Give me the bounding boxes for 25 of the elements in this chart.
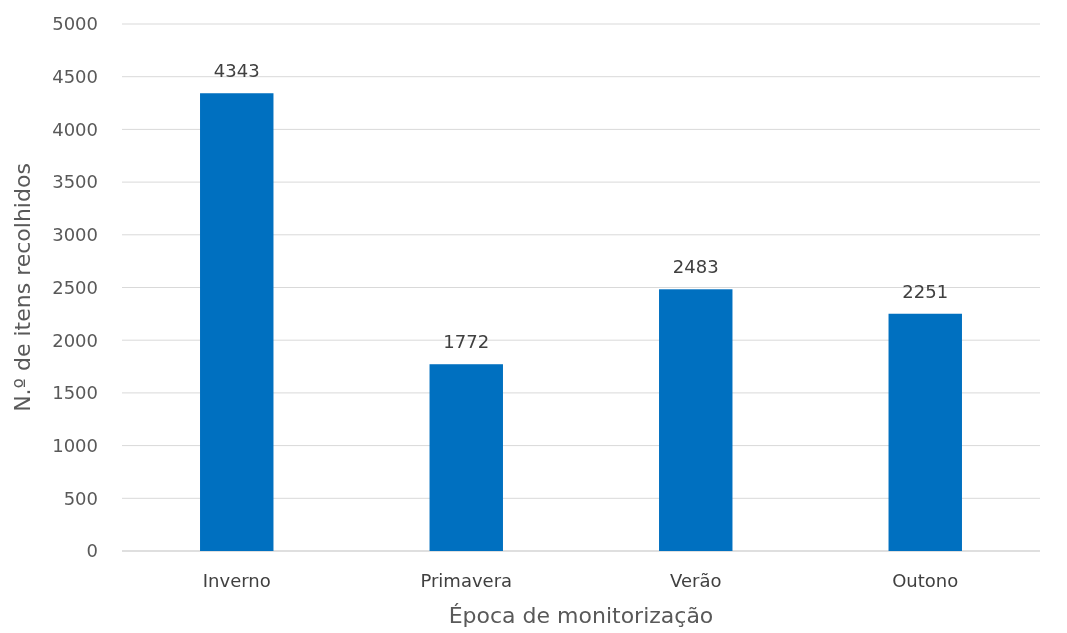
y-tick-label: 4500 (52, 66, 98, 87)
y-tick-label: 500 (63, 487, 98, 509)
y-tick-label: 2000 (52, 329, 98, 351)
bar (200, 93, 274, 551)
x-axis-title: Época de monitorização (448, 603, 714, 628)
data-label: 1772 (443, 331, 490, 353)
y-tick-label: 3500 (52, 171, 98, 193)
x-tick-label: Primavera (420, 570, 513, 591)
data-label: 2251 (902, 280, 949, 302)
y-tick-label: 2500 (52, 276, 98, 298)
data-label: 4343 (213, 60, 260, 82)
bar (659, 289, 733, 551)
x-tick-label: Outono (892, 570, 959, 591)
data-label: 2483 (672, 256, 719, 278)
y-axis-title: N.º de itens recolhidos (10, 163, 35, 412)
bar (429, 364, 503, 551)
y-tick-label: 3000 (52, 224, 98, 246)
bar (888, 313, 962, 551)
y-tick-label: 5000 (52, 13, 98, 35)
x-tick-label: Verão (670, 570, 722, 591)
y-tick-label: 4000 (52, 118, 98, 140)
y-tick-label: 1500 (52, 382, 98, 404)
y-tick-label: 0 (86, 540, 98, 562)
x-tick-label: Inverno (202, 570, 271, 591)
y-tick-label: 1000 (52, 434, 98, 456)
